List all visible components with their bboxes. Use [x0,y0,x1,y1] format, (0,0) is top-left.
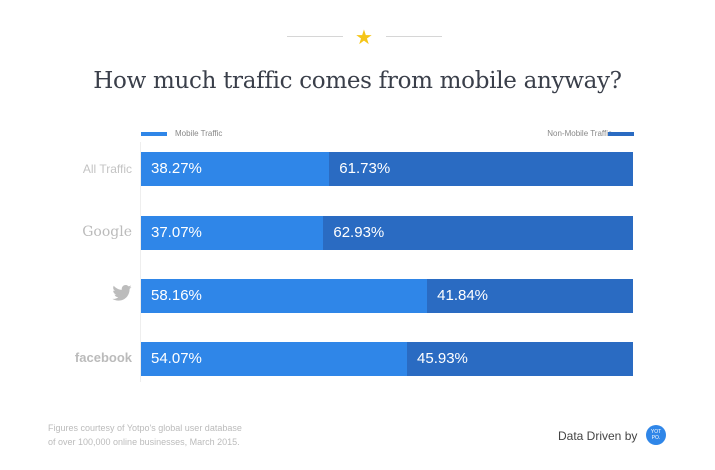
bar-non-mobile: 61.73% [329,152,633,186]
bar-non-mobile: 62.93% [323,216,633,250]
bar-row-facebook: 54.07% 45.93% [141,342,633,376]
bar-row-google: 37.07% 62.93% [141,216,633,250]
axis-line [140,142,141,382]
page-title: How much traffic comes from mobile anywa… [93,68,622,94]
bar-mobile: 37.07% [141,216,324,250]
yotpo-logo: YOT PO. [646,425,666,445]
bar-mobile: 38.27% [141,152,330,186]
footnote: Figures courtesy of Yotpo's global user … [48,421,308,449]
credit-text: Data Driven by [558,429,638,443]
divider-left [287,36,343,37]
bar-mobile: 54.07% [141,342,408,376]
legend-non-mobile: Non-Mobile Traffic [547,129,612,138]
bar-row-all-traffic: 38.27% 61.73% [141,152,633,186]
bar-non-mobile: 45.93% [407,342,633,376]
legend-swatch-non-mobile [608,132,634,136]
bar-row-twitter: 58.16% 41.84% [141,279,633,313]
divider-right [386,36,442,37]
row-label-facebook: facebook [74,350,132,365]
legend-mobile: Mobile Traffic [175,129,223,138]
footnote-line-2: of over 100,000 online businesses, March… [48,437,240,447]
star-icon: ★ [355,27,373,49]
twitter-bird-icon [40,285,132,301]
bar-non-mobile: 41.84% [427,279,633,313]
row-label-google: Google [82,224,132,240]
row-label-all-traffic: All Traffic [82,162,132,176]
legend-swatch-mobile [141,132,167,136]
footnote-line-1: Figures courtesy of Yotpo's global user … [48,423,242,433]
bar-mobile: 58.16% [141,279,428,313]
